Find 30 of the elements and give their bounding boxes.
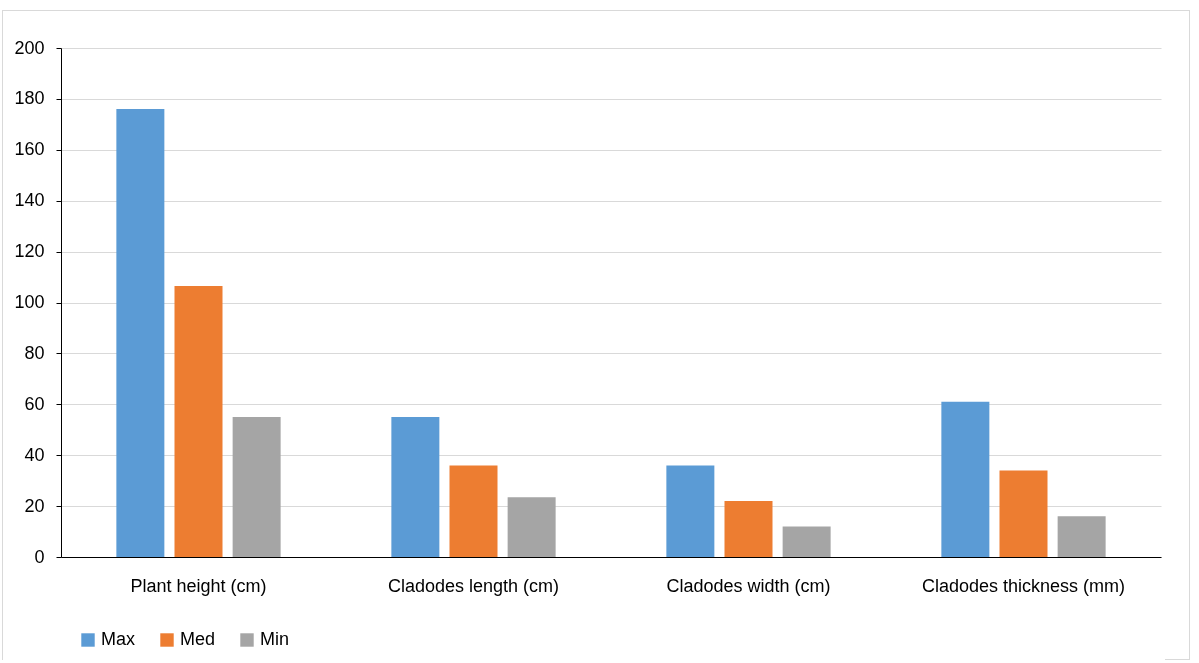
y-tick-label: 160 <box>14 139 45 160</box>
bar <box>116 109 165 557</box>
y-tick-label: 0 <box>34 546 45 567</box>
legend-label: Min <box>260 629 290 649</box>
bar <box>232 417 281 557</box>
x-tick-label: Cladodes thickness (mm) <box>921 575 1126 596</box>
y-tick-label: 100 <box>14 292 45 312</box>
y-tick-label: 60 <box>24 393 45 414</box>
legend-label: Med <box>180 629 216 649</box>
y-tick-label: 140 <box>14 190 45 211</box>
bar <box>391 417 440 557</box>
bar <box>666 465 715 557</box>
x-tick-label: Plant height (cm) <box>130 575 267 596</box>
y-tick-label: 120 <box>14 241 45 262</box>
y-tick-label: 20 <box>24 495 45 516</box>
bar <box>449 465 498 557</box>
bar <box>507 497 556 557</box>
bar <box>724 501 773 557</box>
x-tick-label: Cladodes width (cm) <box>666 575 831 596</box>
x-tick-label: Cladodes length (cm) <box>387 575 560 596</box>
y-tick-label: 80 <box>24 342 45 363</box>
bar <box>941 401 990 557</box>
legend-label: Max <box>101 629 136 649</box>
bar <box>782 526 831 557</box>
bar <box>999 470 1048 557</box>
bar <box>174 285 223 557</box>
y-tick-label: 200 <box>14 37 45 58</box>
y-tick-label: 40 <box>24 444 45 465</box>
y-tick-label: 180 <box>14 88 45 109</box>
bar <box>1057 516 1106 557</box>
